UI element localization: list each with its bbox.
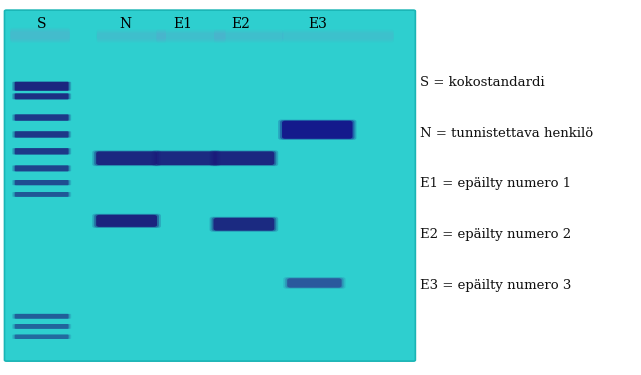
FancyBboxPatch shape bbox=[210, 217, 278, 232]
FancyBboxPatch shape bbox=[15, 334, 69, 339]
FancyBboxPatch shape bbox=[13, 314, 70, 319]
FancyBboxPatch shape bbox=[12, 114, 71, 121]
FancyBboxPatch shape bbox=[283, 277, 345, 289]
FancyBboxPatch shape bbox=[10, 29, 70, 40]
FancyBboxPatch shape bbox=[97, 30, 166, 40]
FancyBboxPatch shape bbox=[10, 32, 70, 43]
FancyBboxPatch shape bbox=[12, 314, 71, 319]
FancyBboxPatch shape bbox=[212, 217, 276, 231]
Text: E2: E2 bbox=[231, 17, 250, 32]
FancyBboxPatch shape bbox=[283, 32, 394, 42]
FancyBboxPatch shape bbox=[15, 180, 69, 185]
FancyBboxPatch shape bbox=[154, 151, 219, 166]
FancyBboxPatch shape bbox=[13, 93, 70, 99]
FancyBboxPatch shape bbox=[156, 31, 226, 41]
FancyBboxPatch shape bbox=[15, 131, 69, 138]
FancyBboxPatch shape bbox=[15, 93, 69, 99]
FancyBboxPatch shape bbox=[12, 324, 71, 329]
Text: E3: E3 bbox=[308, 17, 327, 32]
FancyBboxPatch shape bbox=[156, 152, 217, 165]
FancyBboxPatch shape bbox=[12, 192, 71, 197]
FancyBboxPatch shape bbox=[96, 215, 157, 227]
FancyBboxPatch shape bbox=[213, 152, 274, 165]
FancyBboxPatch shape bbox=[156, 33, 226, 43]
FancyBboxPatch shape bbox=[285, 278, 344, 288]
FancyBboxPatch shape bbox=[13, 180, 70, 185]
FancyBboxPatch shape bbox=[92, 214, 161, 228]
FancyBboxPatch shape bbox=[92, 150, 161, 166]
FancyBboxPatch shape bbox=[13, 334, 70, 339]
FancyBboxPatch shape bbox=[12, 334, 71, 339]
FancyBboxPatch shape bbox=[287, 278, 342, 288]
FancyBboxPatch shape bbox=[156, 32, 226, 42]
Text: E1: E1 bbox=[173, 17, 192, 32]
FancyBboxPatch shape bbox=[12, 93, 71, 99]
FancyBboxPatch shape bbox=[15, 314, 69, 319]
FancyBboxPatch shape bbox=[278, 120, 356, 140]
FancyBboxPatch shape bbox=[13, 114, 70, 121]
Text: S: S bbox=[37, 17, 46, 32]
FancyBboxPatch shape bbox=[15, 324, 69, 329]
FancyBboxPatch shape bbox=[15, 82, 69, 91]
FancyBboxPatch shape bbox=[12, 180, 71, 185]
FancyBboxPatch shape bbox=[10, 28, 70, 39]
Text: N: N bbox=[119, 17, 131, 32]
FancyBboxPatch shape bbox=[96, 152, 157, 165]
FancyBboxPatch shape bbox=[13, 131, 70, 138]
FancyBboxPatch shape bbox=[283, 30, 394, 40]
FancyBboxPatch shape bbox=[214, 32, 283, 42]
FancyBboxPatch shape bbox=[12, 82, 71, 91]
FancyBboxPatch shape bbox=[94, 214, 159, 227]
FancyBboxPatch shape bbox=[15, 165, 69, 171]
FancyBboxPatch shape bbox=[156, 29, 226, 39]
FancyBboxPatch shape bbox=[12, 131, 71, 138]
FancyBboxPatch shape bbox=[10, 30, 70, 42]
FancyBboxPatch shape bbox=[156, 30, 226, 40]
FancyBboxPatch shape bbox=[214, 33, 283, 43]
FancyBboxPatch shape bbox=[283, 33, 394, 43]
FancyBboxPatch shape bbox=[214, 30, 283, 40]
FancyBboxPatch shape bbox=[15, 114, 69, 121]
FancyBboxPatch shape bbox=[283, 31, 394, 41]
Text: E3 = epäilty numero 3: E3 = epäilty numero 3 bbox=[420, 279, 571, 291]
FancyBboxPatch shape bbox=[97, 31, 166, 41]
FancyBboxPatch shape bbox=[13, 192, 70, 197]
FancyBboxPatch shape bbox=[13, 324, 70, 329]
FancyBboxPatch shape bbox=[210, 150, 278, 166]
FancyBboxPatch shape bbox=[4, 10, 415, 361]
FancyBboxPatch shape bbox=[12, 148, 71, 154]
FancyBboxPatch shape bbox=[152, 150, 221, 166]
FancyBboxPatch shape bbox=[283, 29, 394, 39]
FancyBboxPatch shape bbox=[214, 29, 283, 39]
FancyBboxPatch shape bbox=[212, 151, 276, 166]
FancyBboxPatch shape bbox=[13, 82, 70, 91]
FancyBboxPatch shape bbox=[97, 29, 166, 39]
FancyBboxPatch shape bbox=[280, 120, 354, 139]
FancyBboxPatch shape bbox=[10, 30, 70, 41]
FancyBboxPatch shape bbox=[13, 165, 70, 171]
Text: N = tunnistettava henkilö: N = tunnistettava henkilö bbox=[420, 127, 593, 140]
FancyBboxPatch shape bbox=[214, 31, 283, 41]
Text: E1 = epäilty numero 1: E1 = epäilty numero 1 bbox=[420, 177, 571, 190]
FancyBboxPatch shape bbox=[94, 151, 159, 166]
FancyBboxPatch shape bbox=[15, 148, 69, 154]
FancyBboxPatch shape bbox=[13, 148, 70, 154]
FancyBboxPatch shape bbox=[97, 33, 166, 43]
Text: E2 = epäilty numero 2: E2 = epäilty numero 2 bbox=[420, 228, 571, 241]
FancyBboxPatch shape bbox=[15, 192, 69, 197]
FancyBboxPatch shape bbox=[282, 121, 353, 139]
FancyBboxPatch shape bbox=[12, 165, 71, 171]
FancyBboxPatch shape bbox=[97, 32, 166, 42]
Text: S = kokostandardi: S = kokostandardi bbox=[420, 76, 544, 89]
FancyBboxPatch shape bbox=[213, 218, 274, 231]
